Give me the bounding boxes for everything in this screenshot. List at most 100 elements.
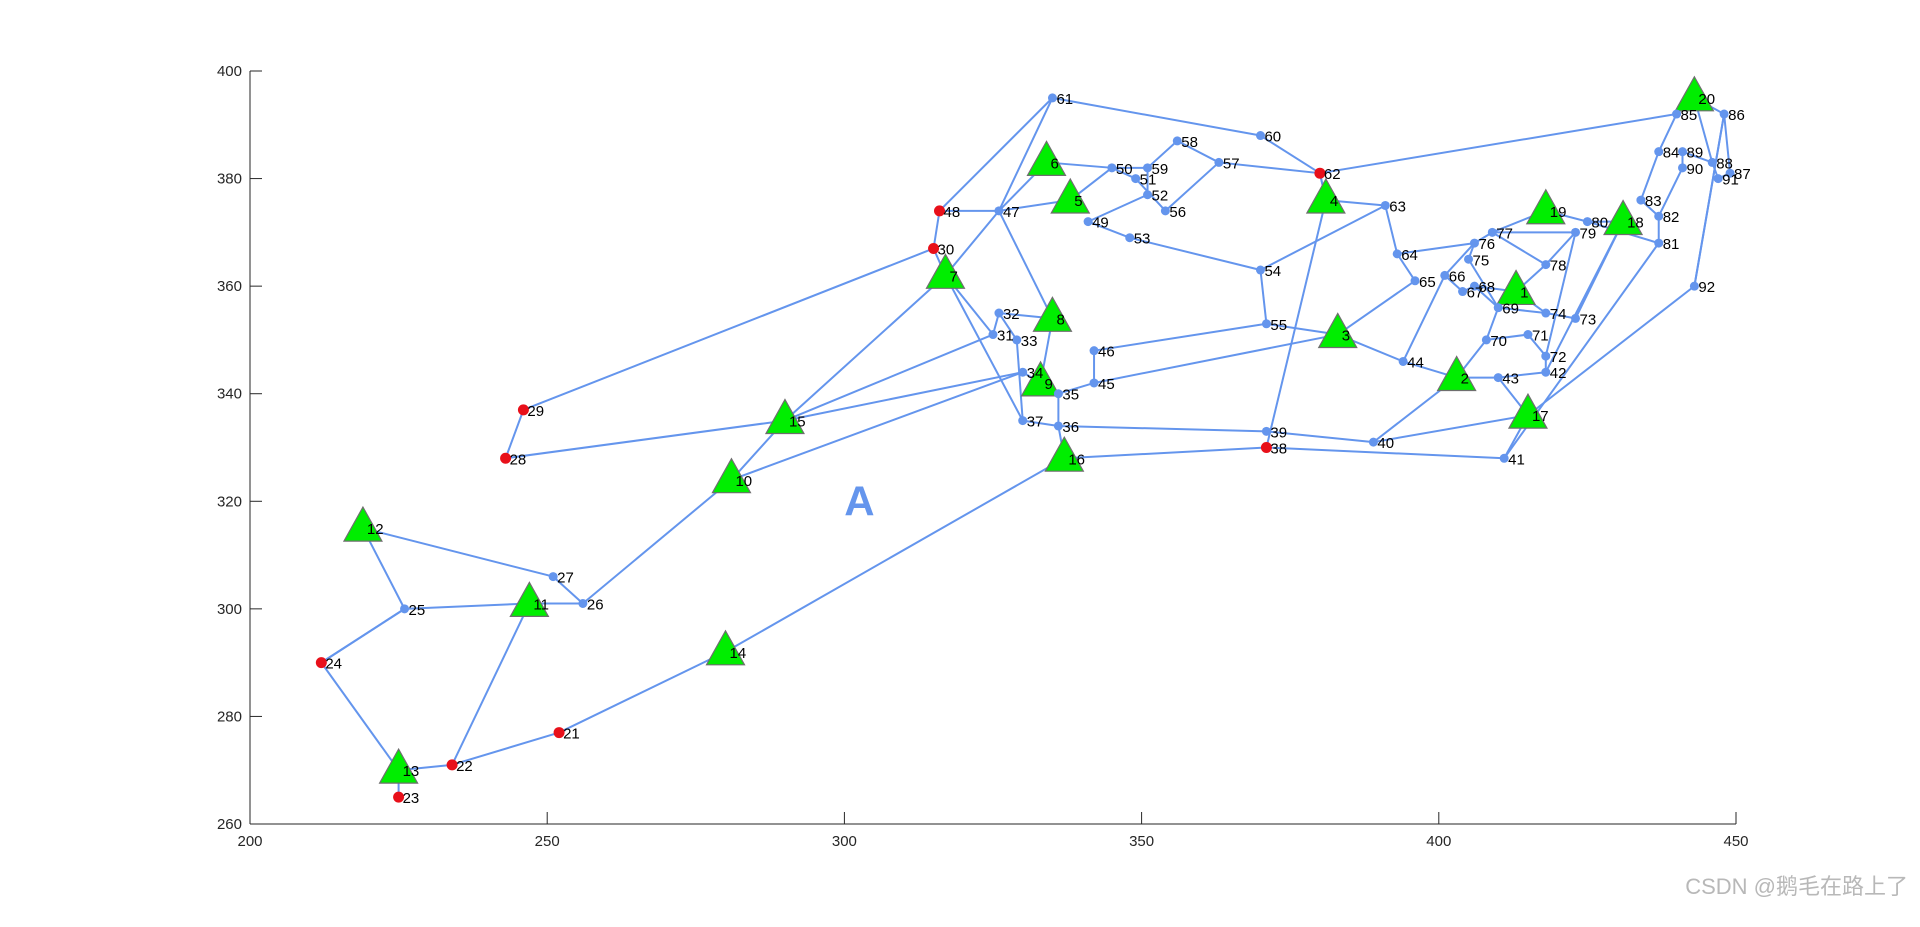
node-point-90 [1678,163,1688,173]
node-label-39: 39 [1270,424,1287,441]
triangle-marker-2 [1436,355,1477,392]
edge-58-59 [1146,140,1178,169]
edge-26-10 [582,479,733,605]
node-point-39 [1261,426,1271,436]
y-tick-label: 340 [217,386,242,403]
node-label-27: 27 [557,570,574,587]
node-point-37 [1018,416,1028,426]
markers-layer [315,75,1735,803]
edge-55-3 [1266,322,1338,336]
triangle-marker-6 [1026,140,1067,176]
y-tick-label: 360 [217,278,242,295]
node-label-41: 41 [1508,451,1525,468]
triangle-marker-19 [1525,188,1566,225]
node-point-91 [1713,174,1723,184]
edge-43-42 [1498,371,1546,379]
node-label-1: 1 [1520,285,1528,302]
edge-45-35 [1058,381,1095,395]
node-label-53: 53 [1134,231,1151,248]
node-point-78 [1541,260,1551,270]
triangle-marker-13 [378,747,419,784]
node-point-70 [1481,335,1491,345]
node-point-35 [1053,389,1063,399]
node-label-2: 2 [1461,371,1469,388]
node-point-46 [1089,346,1099,356]
y-tick-label: 400 [217,63,242,80]
node-label-43: 43 [1502,371,1519,388]
edge-69-74 [1498,306,1546,315]
node-label-17: 17 [1532,408,1549,425]
node-label-9: 9 [1045,376,1053,393]
node-label-15: 15 [789,414,806,431]
highlight-point-62 [1314,167,1326,179]
y-tick-label: 280 [217,708,242,725]
node-point-47 [994,206,1004,216]
triangle-marker-3 [1317,312,1358,349]
node-point-86 [1719,109,1729,119]
edge-24-13 [320,662,400,771]
triangle-marker-5 [1050,177,1091,214]
edge-78-79 [1545,231,1577,266]
node-point-75 [1464,254,1474,264]
node-label-66: 66 [1449,268,1466,285]
edge-77-78 [1491,231,1547,266]
x-tick-label: 450 [1723,833,1748,850]
x-tick-label: 400 [1426,833,1451,850]
node-point-45 [1089,378,1099,388]
edge-36-39 [1058,424,1267,433]
edge-7-47 [944,210,1000,277]
annotation-label: A [844,477,874,524]
watermark: CSDN @鹅毛在路上了 [1685,874,1908,899]
highlight-point-29 [517,404,529,416]
node-label-36: 36 [1062,419,1079,436]
node-label-87: 87 [1734,166,1751,183]
node-point-44 [1398,356,1408,366]
triangle-marker-15 [764,398,805,435]
node-point-80 [1582,217,1592,227]
node-point-72 [1541,351,1551,361]
triangle-marker-11 [509,581,550,617]
node-point-82 [1654,211,1664,221]
node-label-77: 77 [1496,225,1513,242]
node-point-74 [1541,308,1551,318]
node-label-34: 34 [1027,365,1044,382]
node-point-79 [1571,227,1581,237]
node-point-55 [1261,319,1271,329]
node-label-72: 72 [1550,349,1567,366]
edge-16-38 [1064,446,1267,460]
highlight-point-21 [553,727,565,739]
edge-38-41 [1266,446,1505,460]
edge-28-29 [504,409,525,459]
x-tick-label: 300 [832,833,857,850]
node-label-18: 18 [1627,215,1644,232]
node-point-59 [1143,163,1153,173]
node-label-62: 62 [1324,166,1341,183]
edge-61-47 [998,97,1054,212]
node-label-47: 47 [1003,204,1020,221]
node-label-70: 70 [1490,333,1507,350]
highlight-point-28 [500,452,512,464]
edge-60-62 [1259,134,1321,175]
node-point-31 [988,330,998,340]
highlight-point-24 [315,657,327,669]
node-point-85 [1672,109,1682,119]
node-label-63: 63 [1389,198,1406,215]
y-tick-label: 260 [217,816,242,833]
node-point-77 [1487,227,1497,237]
node-label-40: 40 [1377,435,1394,452]
node-label-85: 85 [1681,107,1698,124]
node-label-35: 35 [1062,387,1079,404]
node-label-29: 29 [527,403,544,420]
node-label-44: 44 [1407,354,1424,371]
edge-48-61 [938,97,1054,212]
triangle-marker-16 [1044,435,1085,472]
node-label-8: 8 [1056,311,1064,328]
node-label-12: 12 [367,521,384,538]
triangle-marker-9 [1020,360,1061,397]
edge-86-87 [1723,113,1732,174]
node-point-68 [1469,281,1479,291]
node-point-84 [1654,147,1664,157]
node-label-46: 46 [1098,344,1115,361]
edge-54-63 [1260,204,1386,271]
node-point-26 [578,598,588,608]
